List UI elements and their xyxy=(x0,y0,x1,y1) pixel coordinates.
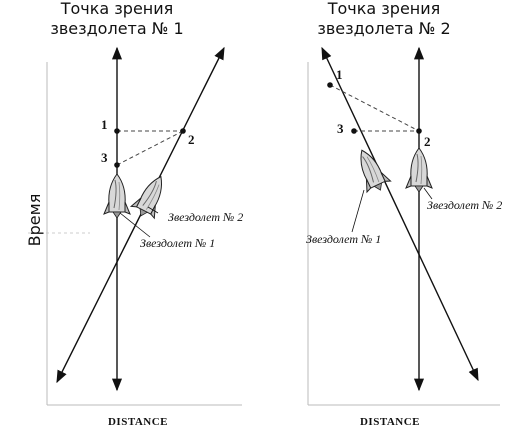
right-event-1-dot xyxy=(327,82,333,88)
right-ship1-leader xyxy=(351,189,365,233)
right-ship1-worldline xyxy=(321,46,479,382)
right-ship2-rocket-icon xyxy=(405,147,433,193)
left-y-axis-label: Время xyxy=(25,194,44,247)
right-x-axis-label: DISTANCE xyxy=(360,416,420,428)
right-light-signal-line xyxy=(329,84,420,132)
left-event-2-dot xyxy=(180,128,186,134)
right-event-1-label: 1 xyxy=(336,67,343,82)
right-event-3-dot xyxy=(351,128,357,134)
left-event-3-label: 3 xyxy=(101,150,108,165)
left-title-line2: звездолета № 1 xyxy=(50,19,183,38)
right-ship2-label: Звездолет № 2 xyxy=(427,198,502,212)
right-event-2-label: 2 xyxy=(424,134,431,149)
right-panel: Точка зрения звездолета № 2 DISTANCE 1 3… xyxy=(306,0,502,428)
left-ship2-label: Звездолет № 2 xyxy=(168,210,243,224)
right-event-2-dot xyxy=(416,128,422,134)
left-ship2-rocket-icon xyxy=(128,170,173,223)
right-ship1-label: Звездолет № 1 xyxy=(306,232,381,246)
left-event-1-dot xyxy=(114,128,120,134)
left-ship1-leader xyxy=(119,212,151,238)
left-ship2-leader xyxy=(147,206,159,214)
left-event-2-label: 2 xyxy=(188,132,195,147)
right-title-line2: звездолета № 2 xyxy=(317,19,450,38)
left-ship1-rocket-icon xyxy=(103,173,131,219)
left-panel: Точка зрения звездолета № 1 Время DISTAN… xyxy=(25,0,243,428)
left-event-1-label: 1 xyxy=(101,117,108,132)
left-light-signal-line xyxy=(116,130,184,166)
left-title-line1: Точка зрения xyxy=(60,0,174,18)
left-x-axis-label: DISTANCE xyxy=(108,416,168,428)
left-ship1-label: Звездолет № 1 xyxy=(140,236,215,250)
right-event-3-label: 3 xyxy=(337,121,344,136)
left-event-3-dot xyxy=(114,162,120,168)
right-ship2-leader xyxy=(423,187,433,200)
right-title-line1: Точка зрения xyxy=(327,0,441,18)
